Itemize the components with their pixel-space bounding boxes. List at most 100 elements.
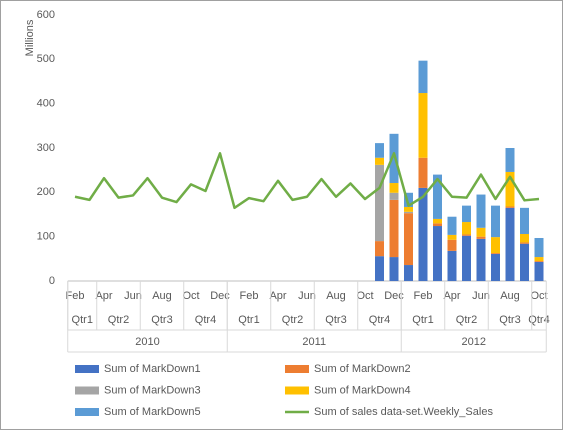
x-tick-label: Jun (298, 290, 316, 302)
y-tick-label: 0 (49, 275, 55, 287)
legend-label: Sum of MarkDown4 (314, 384, 411, 396)
legend-swatch (75, 365, 99, 373)
x-tick-label: Aug (152, 290, 172, 302)
bar (418, 60, 428, 94)
year-label: 2012 (462, 336, 486, 348)
quarter-label: Qtr3 (499, 314, 520, 326)
bar (476, 236, 486, 239)
x-tick-label: Dec (210, 290, 230, 302)
x-tick-label: Jun (124, 290, 142, 302)
x-tick-label: Oct (530, 290, 547, 302)
bar (389, 192, 399, 200)
legend-swatch (75, 408, 99, 416)
bar (433, 226, 442, 281)
quarter-label: Qtr2 (108, 314, 129, 326)
x-tick-label: Feb (66, 290, 85, 302)
y-tick-label: 500 (37, 53, 55, 65)
bar (505, 207, 515, 281)
sales-line (74, 152, 540, 210)
x-tick-label: Oct (182, 290, 199, 302)
year-label: 2011 (302, 336, 326, 348)
legend-label: Sum of MarkDown1 (104, 363, 201, 375)
bar (418, 157, 428, 188)
x-tick-label: Aug (326, 290, 346, 302)
y-axis-label: Millions (24, 19, 36, 56)
y-tick-label: 600 (37, 9, 55, 21)
bar (404, 211, 413, 214)
bar (375, 143, 384, 158)
bar (375, 256, 384, 281)
legend-label: Sum of MarkDown3 (104, 384, 201, 396)
bar (404, 265, 413, 281)
bar (433, 174, 442, 219)
bar (491, 237, 500, 254)
x-tick-label: Feb (414, 290, 433, 302)
legend-swatch (285, 365, 309, 373)
bar (462, 222, 471, 235)
quarter-label: Qtr4 (369, 314, 390, 326)
y-tick-label: 300 (37, 142, 55, 154)
x-tick-label: Oct (356, 290, 373, 302)
bar (520, 234, 529, 243)
bar (389, 199, 399, 258)
bar (389, 183, 399, 193)
bar (534, 257, 544, 262)
bar (462, 234, 471, 236)
bar (505, 148, 515, 172)
bar (447, 216, 457, 235)
x-tick-label: Dec (384, 290, 404, 302)
legend-label: Sum of sales data-set.Weekly_Sales (314, 406, 493, 418)
legend-swatch (75, 386, 99, 395)
bar (462, 205, 471, 223)
quarter-label: Qtr4 (528, 314, 549, 326)
y-tick-label: 100 (37, 231, 55, 243)
legend-label: Sum of MarkDown2 (314, 363, 411, 375)
bar (418, 187, 428, 281)
x-tick-label: Apr (443, 290, 460, 302)
legend-label: Sum of MarkDown5 (104, 406, 201, 418)
bar (520, 242, 529, 244)
quarter-label: Qtr2 (282, 314, 303, 326)
x-tick-label: Jun (472, 290, 490, 302)
bar (404, 213, 413, 266)
bar (375, 157, 384, 165)
bar (491, 205, 500, 238)
bar (534, 261, 544, 281)
bar (505, 206, 515, 208)
bar (375, 164, 384, 242)
x-tick-label: Aug (500, 290, 520, 302)
quarter-label: Qtr2 (456, 314, 477, 326)
bar (476, 227, 486, 237)
x-tick-label: Apr (95, 290, 112, 302)
bar (389, 257, 399, 281)
bar (520, 243, 529, 281)
bar (418, 93, 428, 158)
bar (447, 234, 457, 240)
quarter-label: Qtr3 (151, 314, 172, 326)
bar (375, 241, 384, 257)
bar (447, 239, 457, 251)
quarter-label: Qtr1 (238, 314, 259, 326)
bar (433, 223, 442, 227)
bar (520, 207, 529, 235)
bar (476, 194, 486, 228)
y-tick-label: 400 (37, 98, 55, 110)
bar (462, 235, 471, 281)
year-label: 2010 (135, 336, 159, 348)
bar (534, 237, 544, 258)
bar (534, 261, 544, 262)
bar (491, 253, 500, 254)
quarter-label: Qtr4 (195, 314, 216, 326)
legend-swatch (285, 386, 309, 395)
bar (491, 253, 500, 281)
bar (389, 133, 399, 184)
bar (505, 171, 515, 207)
bar (433, 218, 442, 224)
bar (404, 206, 413, 212)
y-tick-label: 200 (37, 186, 55, 198)
quarter-label: Qtr1 (72, 314, 93, 326)
x-tick-label: Feb (240, 290, 259, 302)
bar (404, 192, 413, 207)
x-tick-label: Apr (269, 290, 286, 302)
